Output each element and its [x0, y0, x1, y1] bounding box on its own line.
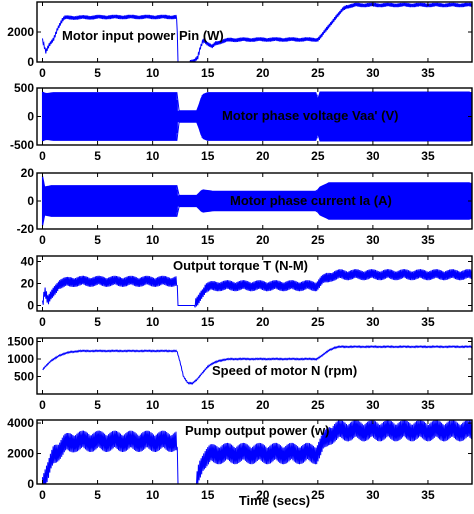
series-group: [42, 345, 472, 385]
x-tick-label: 30: [366, 488, 380, 502]
x-tick-label: 30: [366, 398, 380, 412]
x-tick-label: 35: [421, 149, 435, 163]
x-tick-label: 5: [94, 233, 101, 247]
x-tick-label: 20: [256, 315, 270, 329]
y-tick-label: 0: [27, 194, 34, 208]
series-line: [42, 420, 472, 484]
x-tick-label: 20: [256, 66, 270, 80]
y-tick-label: 2000: [7, 447, 34, 461]
x-tick-label: 5: [94, 66, 101, 80]
x-tick-label: 35: [421, 315, 435, 329]
panel-title: Motor phase current Ia (A): [230, 193, 392, 208]
y-tick-label: -20: [17, 222, 35, 236]
y-tick-label: 0: [27, 299, 34, 313]
panel-title: Pump output power (w): [185, 423, 329, 438]
panel-title: Motor phase voltage Vaa' (V): [222, 108, 398, 123]
x-tick-label: 10: [146, 66, 160, 80]
x-tick-label: 15: [201, 66, 215, 80]
x-tick-label: 25: [311, 398, 325, 412]
y-tick-label: 500: [14, 370, 34, 384]
x-tick-label: 25: [311, 315, 325, 329]
series-group: [41, 175, 472, 227]
x-tick-label: 10: [146, 233, 160, 247]
panel-title: Motor input power Pin (W): [62, 28, 224, 43]
series-envelope-upper: [42, 91, 470, 112]
y-tick-label: 0: [27, 110, 34, 124]
x-tick-label: 0: [39, 398, 46, 412]
x-tick-label: 25: [311, 66, 325, 80]
x-tick-label: 0: [39, 66, 46, 80]
series-envelope-upper: [42, 175, 470, 196]
y-tick-label: 2000: [7, 25, 34, 39]
x-tick-label: 30: [366, 315, 380, 329]
x-tick-label: 30: [366, 233, 380, 247]
y-tick-label: 0: [27, 477, 34, 491]
x-tick-label: 15: [201, 149, 215, 163]
series-group: [42, 2, 472, 62]
series-envelope-lower: [42, 121, 470, 142]
x-tick-label: 15: [201, 233, 215, 247]
y-tick-label: 40: [21, 255, 35, 269]
y-tick-label: 20: [21, 166, 35, 180]
plot-frame: [36, 337, 473, 395]
x-tick-label: 15: [201, 398, 215, 412]
x-tick-label: 20: [256, 398, 270, 412]
panel-3: 20 0 -20 0 5 10 15 20 25 30 35 Motor phase current …: [17, 166, 473, 247]
series-line: [42, 2, 472, 62]
panel-1: 0 2000 0 5 10 15 20 25 30 35 Motor input power Pin…: [7, 1, 473, 80]
x-tick-label: 10: [146, 398, 160, 412]
y-tick-label: -500: [10, 138, 34, 152]
x-tick-label: 25: [311, 233, 325, 247]
y-tick-label: 0: [27, 55, 34, 69]
x-tick-label: 25: [311, 149, 325, 163]
series-group: [41, 91, 472, 142]
x-tick-label: 30: [366, 66, 380, 80]
series-band: [41, 175, 472, 227]
series-band: [41, 92, 472, 141]
x-tick-label: 35: [421, 233, 435, 247]
x-tick-label: 30: [366, 149, 380, 163]
x-tick-label: 35: [421, 488, 435, 502]
x-tick-label: 5: [94, 398, 101, 412]
x-tick-label: 0: [39, 488, 46, 502]
y-tick-label: 1500: [7, 335, 34, 349]
y-tick-label: 20: [21, 277, 35, 291]
x-tick-label: 10: [146, 149, 160, 163]
panel-2: 500 0 -500 0 5 10 15 20 25 30 35 Motor phase voltag…: [10, 81, 473, 163]
x-tick-label: 5: [94, 488, 101, 502]
x-tick-label: 10: [146, 315, 160, 329]
series-envelope-lower: [42, 206, 470, 227]
plot-frame: [36, 419, 473, 485]
series-group: [42, 420, 472, 484]
x-tick-label: 5: [94, 315, 101, 329]
x-tick-label: 0: [39, 315, 46, 329]
y-tick-label: 4000: [7, 416, 34, 430]
x-tick-label: 20: [256, 149, 270, 163]
panel-title: Output torque T (N-M): [173, 258, 308, 273]
panel-6: 4000 2000 00 5 10 15 20 25 30 35 Pump output power…: [7, 416, 473, 508]
series-line: [42, 345, 472, 385]
panel-5: 1500 1000 500 0 5 10 15 20 25 30 35 Speed of motor …: [7, 335, 473, 412]
panel-title: Speed of motor N (rpm): [212, 363, 357, 378]
x-axis-label: Time (secs): [239, 493, 310, 508]
x-tick-label: 15: [201, 315, 215, 329]
x-tick-label: 15: [201, 488, 215, 502]
x-tick-label: 35: [421, 66, 435, 80]
x-tick-label: 0: [39, 149, 46, 163]
x-tick-label: 20: [256, 488, 270, 502]
y-tick-label: 500: [14, 81, 34, 95]
x-tick-label: 5: [94, 149, 101, 163]
y-tick-label: 1000: [7, 352, 34, 366]
panel-4: 40 20 00 5 10 15 20 25 30 35 Output torque T (N-M): [21, 255, 473, 329]
x-tick-label: 35: [421, 398, 435, 412]
series-line: [42, 269, 472, 308]
x-tick-label: 20: [256, 233, 270, 247]
series-group: [42, 269, 472, 308]
x-tick-label: 25: [311, 488, 325, 502]
x-tick-label: 10: [146, 488, 160, 502]
x-tick-label: 0: [39, 233, 46, 247]
